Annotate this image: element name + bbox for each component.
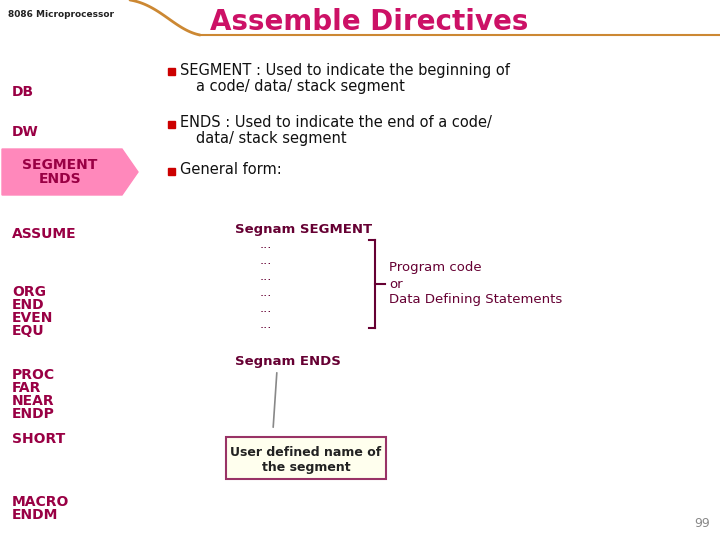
Text: ENDS: ENDS bbox=[39, 172, 81, 186]
Text: NEAR: NEAR bbox=[12, 394, 55, 408]
Text: 99: 99 bbox=[694, 517, 710, 530]
Text: 8086 Microprocessor: 8086 Microprocessor bbox=[8, 10, 114, 19]
Text: ...: ... bbox=[260, 287, 272, 300]
Text: User defined name of: User defined name of bbox=[230, 447, 382, 460]
Text: the segment: the segment bbox=[261, 461, 351, 474]
Text: General form:: General form: bbox=[180, 163, 282, 178]
Text: ENDP: ENDP bbox=[12, 407, 55, 421]
Bar bbox=[168, 68, 175, 75]
Text: ...: ... bbox=[260, 239, 272, 252]
Text: or: or bbox=[389, 278, 402, 291]
Text: ...: ... bbox=[260, 271, 272, 284]
Text: ENDS : Used to indicate the end of a code/: ENDS : Used to indicate the end of a cod… bbox=[180, 116, 492, 131]
Text: ORG: ORG bbox=[12, 285, 46, 299]
Text: SEGMENT: SEGMENT bbox=[22, 158, 98, 172]
Text: ASSUME: ASSUME bbox=[12, 227, 76, 241]
Text: ...: ... bbox=[260, 302, 272, 315]
Text: END: END bbox=[12, 298, 45, 312]
Text: Assemble Directives: Assemble Directives bbox=[210, 8, 528, 36]
Text: a code/ data/ stack segment: a code/ data/ stack segment bbox=[196, 78, 405, 93]
Text: FAR: FAR bbox=[12, 381, 41, 395]
Text: SEGMENT : Used to indicate the beginning of: SEGMENT : Used to indicate the beginning… bbox=[180, 63, 510, 78]
Text: Program code: Program code bbox=[389, 261, 482, 274]
Text: DW: DW bbox=[12, 125, 39, 139]
Text: ...: ... bbox=[260, 254, 272, 267]
Polygon shape bbox=[2, 149, 138, 195]
Bar bbox=[168, 121, 175, 128]
Text: ENDM: ENDM bbox=[12, 508, 58, 522]
Text: Data Defining Statements: Data Defining Statements bbox=[389, 294, 562, 307]
Text: DB: DB bbox=[12, 85, 34, 99]
Text: ...: ... bbox=[260, 319, 272, 332]
Text: SHORT: SHORT bbox=[12, 432, 66, 446]
FancyBboxPatch shape bbox=[226, 437, 386, 479]
Bar bbox=[168, 168, 175, 175]
Text: PROC: PROC bbox=[12, 368, 55, 382]
Text: EVEN: EVEN bbox=[12, 311, 53, 325]
Text: EQU: EQU bbox=[12, 324, 45, 338]
Text: Segnam SEGMENT: Segnam SEGMENT bbox=[235, 224, 372, 237]
Text: data/ stack segment: data/ stack segment bbox=[196, 132, 346, 146]
Text: Segnam ENDS: Segnam ENDS bbox=[235, 355, 341, 368]
Text: MACRO: MACRO bbox=[12, 495, 69, 509]
